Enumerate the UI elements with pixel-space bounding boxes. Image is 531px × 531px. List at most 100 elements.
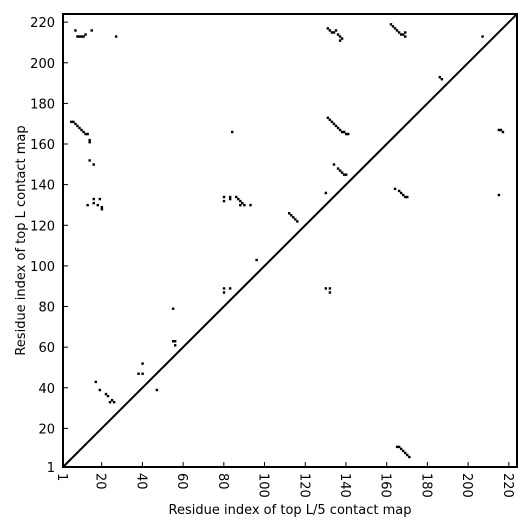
contact-point-lower-17 [98,197,102,201]
contact-point-lower-28 [141,372,144,375]
y-tick-label-7: 140 [30,179,55,194]
contact-point-upper-2 [78,35,81,38]
x-tick-label-2: 40 [133,473,148,490]
contact-point-lower-58 [328,291,332,294]
contact-point-lower-13 [86,203,89,207]
contact-point-lower-7 [84,132,87,136]
contact-point-lower-57 [328,287,332,290]
contact-point-upper-20 [395,29,399,32]
contact-point-lower-92 [501,130,505,134]
contact-point-lower-73 [338,169,342,172]
contact-point-upper-22 [399,33,403,36]
y-tick-label-11: 220 [30,16,55,31]
contact-point-lower-15 [92,197,95,201]
contact-point-lower-56 [324,287,328,290]
y-tick-label-1: 20 [38,422,55,437]
contact-point-lower-31 [171,307,175,310]
contact-point-lower-20 [94,380,97,384]
contact-point-lower-78 [397,189,401,193]
contact-point-upper-6 [90,29,93,32]
contact-point-upper-28 [481,35,484,38]
diagonal-line [62,13,518,468]
x-tick-label-1: 20 [93,473,108,490]
contact-point-lower-54 [296,220,299,223]
contact-point-lower-85 [399,447,403,451]
contact-point-lower-62 [332,122,336,126]
contact-point-lower-25 [110,398,114,402]
contact-point-lower-11 [88,159,91,162]
contact-point-upper-16 [340,37,344,40]
contact-point-lower-27 [137,372,140,375]
y-tick-label-4: 80 [38,301,55,316]
contact-point-upper-7 [114,35,118,38]
contact-point-lower-18 [100,205,104,209]
contact-point-lower-29 [141,362,144,365]
contact-point-lower-34 [173,344,177,347]
contact-point-lower-47 [222,291,226,294]
x-tick-label-0: 1 [54,473,69,481]
y-tick-label-0: 1 [47,461,55,476]
contact-point-lower-32 [171,340,175,343]
x-tick-label-4: 80 [215,473,230,490]
contact-point-lower-75 [342,173,346,176]
contact-point-upper-23 [401,33,405,36]
contact-point-lower-41 [239,199,242,203]
contact-point-lower-36 [222,199,226,203]
contact-point-lower-9 [88,138,91,142]
y-tick-label-2: 40 [38,382,55,397]
contact-point-lower-44 [239,203,242,207]
contact-point-lower-66 [340,130,344,134]
contact-point-lower-19 [100,207,104,211]
contact-point-upper-13 [336,33,340,36]
contact-point-lower-3 [76,124,79,128]
contact-point-upper-12 [334,29,338,32]
contact-point-lower-43 [243,203,246,207]
contact-point-lower-52 [292,216,295,219]
x-tick-label-10: 200 [459,473,474,498]
contact-point-lower-72 [336,167,340,170]
contact-point-lower-42 [241,201,244,205]
contact-point-lower-39 [235,195,238,199]
contact-point-lower-84 [397,445,401,449]
contact-point-lower-61 [330,120,334,124]
y-tick-label-8: 160 [30,138,55,153]
contact-point-upper-8 [326,27,330,30]
plot-frame [62,13,518,468]
contact-point-lower-80 [401,193,405,197]
contact-point-lower-6 [82,130,85,134]
contact-point-lower-55 [324,191,328,195]
contact-point-lower-71 [332,163,336,166]
y-tick-label-3: 60 [38,341,55,356]
contact-point-lower-89 [408,455,411,459]
contact-point-upper-1 [76,35,79,38]
contact-point-lower-23 [106,394,110,398]
contact-point-lower-86 [401,449,405,453]
contact-point-lower-87 [404,451,407,455]
contact-point-lower-26 [112,400,116,404]
contact-point-upper-24 [404,35,407,38]
contact-point-lower-14 [92,201,95,205]
contact-point-lower-60 [328,118,332,122]
contact-point-lower-74 [340,171,344,174]
contact-point-lower-24 [108,400,112,404]
contact-point-lower-30 [155,388,159,392]
x-tick-label-7: 140 [337,473,352,498]
contact-point-lower-79 [399,191,403,195]
contact-point-lower-5 [80,128,83,132]
contact-point-lower-46 [222,287,226,290]
contact-point-lower-76 [344,173,348,176]
contact-point-upper-21 [397,31,401,34]
contact-point-lower-68 [344,132,348,136]
contact-point-lower-91 [499,128,503,132]
contact-point-lower-40 [237,197,240,201]
contact-point-lower-49 [255,258,258,262]
x-tick-label-5: 100 [256,473,271,498]
contact-point-lower-48 [228,287,232,290]
x-tick-label-9: 180 [418,473,433,498]
contact-point-upper-15 [338,39,342,42]
contact-point-lower-10 [88,140,91,144]
y-tick-label-10: 200 [30,57,55,72]
contact-point-upper-27 [440,77,444,81]
contact-point-lower-2 [74,122,77,126]
